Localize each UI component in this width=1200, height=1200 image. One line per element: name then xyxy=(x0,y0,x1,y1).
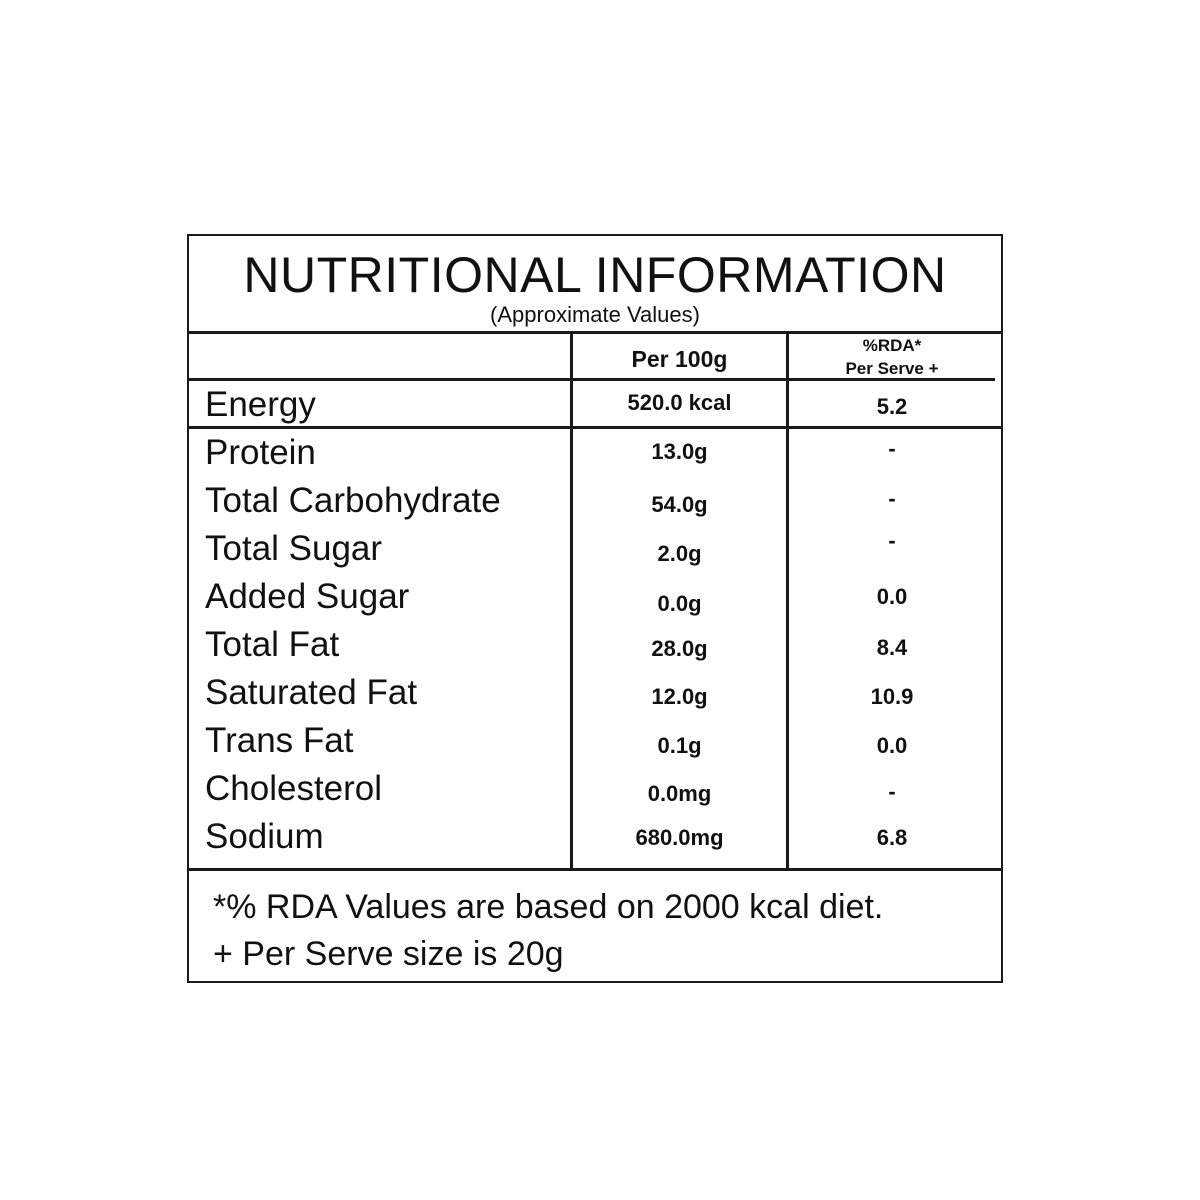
nutrient-label-total-carbohydrate: Total Carbohydrate xyxy=(205,481,501,520)
nutrient-label-sodium: Sodium xyxy=(205,817,324,856)
nutrient-label-total-sugar: Total Sugar xyxy=(205,529,383,568)
nutrient-value-sodium: 680.0mg xyxy=(635,825,724,850)
column-divider-1 xyxy=(570,331,573,871)
rda-header: %RDA* xyxy=(862,336,922,355)
nutrient-value-total-carbohydrate: 54.0g xyxy=(651,492,708,517)
nutrient-label-added-sugar: Added Sugar xyxy=(205,577,410,616)
nutrient-label-protein: Protein xyxy=(205,433,316,472)
nutrient-rda-trans-fat: 0.0 xyxy=(876,733,908,758)
per-100g-header: Per 100g xyxy=(631,346,728,372)
nutrient-rda-total-sugar: - xyxy=(888,528,896,553)
serve-size-footnote: + Per Serve size is 20g xyxy=(213,935,564,973)
nutrient-value-cholesterol: 0.0mg xyxy=(647,781,712,806)
nutrient-value-saturated-fat: 12.0g xyxy=(651,684,708,709)
energy-rda: 5.2 xyxy=(876,394,908,419)
label-subtitle: (Approximate Values) xyxy=(490,302,700,327)
nutrient-label-cholesterol: Cholesterol xyxy=(205,769,383,808)
nutrient-label-total-fat: Total Fat xyxy=(205,625,340,664)
nutrient-value-trans-fat: 0.1g xyxy=(657,733,702,758)
nutrient-label-saturated-fat: Saturated Fat xyxy=(205,673,418,712)
nutrient-value-added-sugar: 0.0g xyxy=(657,591,702,616)
column-header-divider xyxy=(189,378,995,381)
nutrient-rda-protein: - xyxy=(888,436,896,461)
nutrition-label: NUTRITIONAL INFORMATION (Approximate Val… xyxy=(187,234,1003,983)
nutrient-label-trans-fat: Trans Fat xyxy=(205,721,354,760)
footnote-divider xyxy=(189,868,1001,871)
energy-per-100g: 520.0 kcal xyxy=(627,390,732,415)
rda-footnote: *% RDA Values are based on 2000 kcal die… xyxy=(213,888,884,926)
per-serve-header: Per Serve + xyxy=(845,359,939,378)
nutrient-rda-sodium: 6.8 xyxy=(876,825,908,850)
nutrient-value-total-fat: 28.0g xyxy=(651,636,708,661)
nutrient-rda-total-fat: 8.4 xyxy=(876,635,908,660)
nutrient-value-protein: 13.0g xyxy=(651,439,708,464)
nutrient-rda-cholesterol: - xyxy=(888,779,896,804)
nutrient-rda-added-sugar: 0.0 xyxy=(876,584,908,609)
energy-label: Energy xyxy=(205,385,316,424)
nutrient-rda-total-carbohydrate: - xyxy=(888,486,896,511)
nutrient-rda-saturated-fat: 10.9 xyxy=(870,684,914,709)
energy-divider xyxy=(189,426,1001,429)
title-divider xyxy=(189,331,1001,334)
nutrient-value-total-sugar: 2.0g xyxy=(657,541,702,566)
label-title: NUTRITIONAL INFORMATION xyxy=(243,247,947,303)
column-divider-2 xyxy=(786,331,789,871)
